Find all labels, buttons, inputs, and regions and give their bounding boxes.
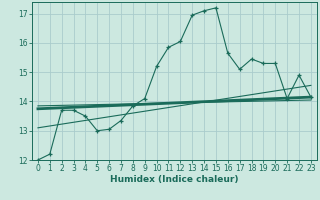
X-axis label: Humidex (Indice chaleur): Humidex (Indice chaleur) — [110, 175, 239, 184]
